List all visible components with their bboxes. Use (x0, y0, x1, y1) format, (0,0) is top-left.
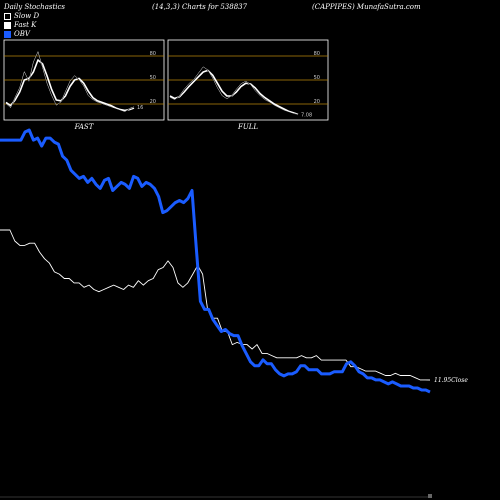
fast-fast-k-outline (5, 51, 135, 112)
legend-fast-k: Fast K (4, 21, 39, 30)
bottom-marker (428, 494, 432, 498)
legend-fast-k-label: Fast K (14, 21, 37, 29)
legend-obv: OBV (4, 30, 39, 39)
header-right: (CAPPIPES) MunafaSutra.com (312, 3, 421, 11)
full-ytick-20: 20 (314, 99, 320, 105)
price-line (0, 229, 431, 381)
fast-panel-title: FAST (74, 123, 95, 131)
fast-ytick-20: 20 (150, 99, 156, 105)
legend-slow-d-swatch (4, 13, 11, 20)
legend-slow-d-label: Slow D (14, 12, 40, 20)
full-ytick-50: 50 (314, 75, 320, 81)
full-panel-title: FULL (237, 123, 258, 131)
full-slow-d-line (169, 69, 299, 116)
legend-slow-d: Slow D (4, 12, 39, 21)
legend-obv-swatch (4, 31, 11, 38)
legend-obv-label: OBV (14, 30, 30, 38)
legend: Slow D Fast K OBV (4, 12, 39, 39)
obv-line (0, 128, 431, 394)
full-ytick-80: 80 (314, 51, 320, 57)
fast-ytick-80: 80 (150, 51, 156, 57)
fast-ytick-50: 50 (150, 75, 156, 81)
header-left: Daily Stochastics (4, 3, 66, 11)
legend-fast-k-swatch (4, 22, 11, 29)
header-middle: (14,3,3) Charts for 538837 (152, 3, 248, 11)
full-fast-k-outline (169, 66, 299, 115)
fast-end-label: 16 (137, 105, 143, 111)
full-end-label: 7.08 (301, 112, 312, 118)
price-end-label: 11.95Close (434, 377, 468, 384)
